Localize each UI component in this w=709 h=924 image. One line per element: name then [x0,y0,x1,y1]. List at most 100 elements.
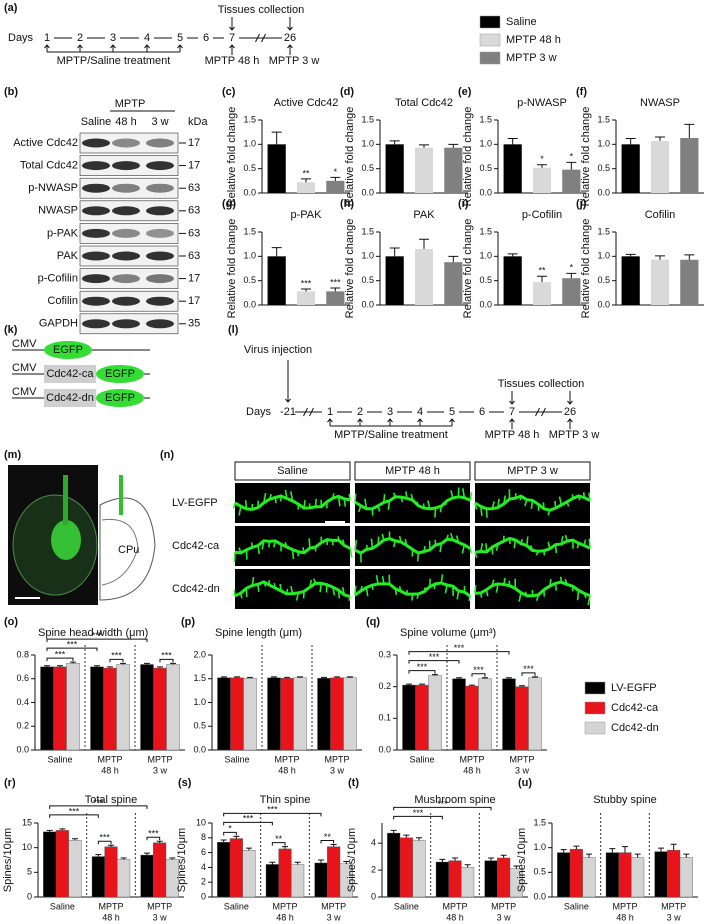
y-axis-label: Relative fold change [344,219,356,319]
egfp [96,389,144,407]
lane-label: 48 h [115,116,136,128]
y-axis-label: Relative fold change [226,107,238,207]
collection: Tissues collection [218,4,304,16]
y-tick-label: 1.5 [361,114,374,124]
blot-band [82,251,110,261]
panel-label: (b) [4,86,18,98]
error-bar [448,255,459,263]
bar [562,169,581,193]
error-bar [144,662,150,665]
significance: *** [93,797,104,807]
arrow-head [229,26,235,31]
spines [354,487,473,518]
blot-band [112,251,140,261]
significance: * [570,263,574,273]
bar [385,144,404,193]
y-tick-label: 1.5 [361,226,374,236]
blot-strip [79,132,179,154]
collection: Tissues collection [498,378,584,390]
insert [44,389,96,407]
x-tick-label: 3 w [327,912,342,922]
day: 1 [327,406,333,418]
blot-band [146,251,174,261]
spines [233,536,353,562]
chart-title: Thin spine [260,794,311,806]
error-bar [57,665,63,667]
comparison-bracket [97,840,112,845]
spines [474,534,591,559]
error-bar [513,865,520,869]
panel-label: (e) [458,86,472,98]
significance: *** [243,814,254,824]
arrow-head [285,398,291,403]
bar [654,851,668,898]
x-tick-label: 48 h [616,912,634,922]
error-bar [625,137,636,145]
blot-band [146,138,174,148]
legend-label: Saline [506,16,537,28]
arrow-head [357,418,363,423]
bar [153,842,167,898]
comparison-bracket [393,815,443,820]
legend-label: Cdc42-ca [611,702,659,714]
legend-swatch [584,681,606,695]
kda-value: 63 [188,227,200,239]
bar [327,846,341,898]
arrow-head [287,44,293,49]
panel-label: (k) [4,324,18,336]
error-bar [415,837,422,841]
comparison-bracket [223,831,237,836]
y-axis-label: Relative fold change [462,219,474,319]
bar [280,678,294,751]
y-tick-label: 1.0 [597,139,610,149]
error-bar [144,852,151,856]
day: 4 [417,406,423,418]
y-tick-label: 15 [22,817,32,827]
error-bar [157,666,163,669]
day: 6 [203,32,209,44]
blot-band [112,183,140,193]
comparison-bracket [146,836,161,841]
error-bar [419,683,425,686]
comparison-bracket [159,658,174,663]
y-tick-label: 0.0 [597,299,610,309]
bar [562,278,581,305]
error-bar [108,844,114,847]
y-tick-label: 0.5 [597,163,610,173]
bar [343,677,357,751]
egfp [44,341,92,359]
blot-band [112,138,140,148]
bar [435,861,449,898]
x-tick-label: 48 h [276,912,294,922]
y-axis-label: Spines/10μm [2,828,14,892]
x-tick-label: 48 h [101,765,119,775]
x-tick-label: MPTP [459,754,484,764]
bar [91,856,105,898]
error-bar [500,854,507,858]
error-bar [271,676,277,678]
column-header: MPTP 3 w [507,465,558,477]
y-tick-label: 0 [27,891,32,901]
arrow-head [110,44,116,49]
protein-label: Active Cdc42 [13,137,78,149]
bar [515,686,529,751]
error-bar [448,143,459,148]
comparison-bracket [393,806,492,811]
panel-label: (g) [222,198,236,210]
panel-label: (q) [366,616,380,628]
bar [503,144,522,193]
blot-band [82,228,110,238]
bar [229,838,243,898]
error-bar [684,123,695,139]
error-bar [506,677,512,679]
significance: *** [55,650,66,660]
bar [278,848,292,898]
day: 7 [229,32,235,44]
legend-swatch [479,15,501,29]
y-tick-label: 0.0 [479,299,492,309]
error-bar [120,857,127,860]
mptp-48h: MPTP 48 h [485,429,540,441]
comparison-bracket [408,651,510,655]
error-bar [532,676,538,678]
